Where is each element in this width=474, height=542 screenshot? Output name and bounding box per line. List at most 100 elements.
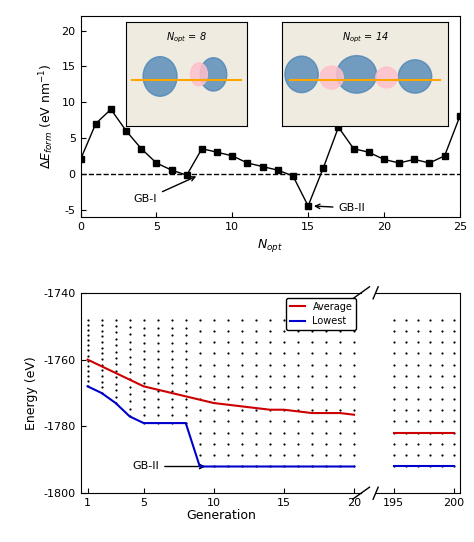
Point (390, 326, 398, 335)
Point (126, 367, 134, 376)
Point (112, 392, 119, 401)
Point (112, 347, 119, 356)
Point (266, 428, 273, 437)
Point (84, 320, 91, 329)
Point (450, 315, 457, 324)
Point (294, 315, 302, 324)
Point (126, 352, 134, 361)
Point (308, 440, 316, 448)
Point (224, 428, 232, 437)
Point (154, 403, 162, 411)
Point (266, 417, 273, 425)
Point (350, 462, 358, 471)
Point (414, 405, 421, 414)
Point (350, 338, 358, 346)
Point (168, 419, 175, 428)
Point (390, 349, 398, 358)
Point (450, 395, 457, 403)
Point (280, 451, 288, 460)
Point (402, 417, 410, 425)
Point (126, 338, 134, 346)
Point (426, 315, 434, 324)
Point (308, 372, 316, 380)
Point (266, 372, 273, 380)
Point (350, 451, 358, 460)
Point (238, 428, 246, 437)
Point (196, 360, 203, 369)
Point (224, 440, 232, 448)
Point (126, 382, 134, 391)
Point (336, 349, 344, 358)
Point (112, 399, 119, 408)
Point (168, 371, 175, 379)
Point (308, 383, 316, 392)
Point (168, 323, 175, 332)
Point (266, 360, 273, 369)
Point (168, 355, 175, 364)
Point (266, 315, 273, 324)
Point (450, 417, 457, 425)
Point (438, 338, 446, 346)
Point (438, 451, 446, 460)
Point (336, 360, 344, 369)
Point (402, 451, 410, 460)
Point (266, 326, 273, 335)
Legend: Average, Lowest: Average, Lowest (286, 298, 356, 330)
Point (350, 417, 358, 425)
Point (390, 360, 398, 369)
Point (294, 372, 302, 380)
Point (322, 405, 330, 414)
Point (426, 462, 434, 471)
Point (350, 428, 358, 437)
Point (426, 372, 434, 380)
Point (238, 462, 246, 471)
Point (390, 428, 398, 437)
Point (322, 360, 330, 369)
Point (322, 315, 330, 324)
Point (280, 315, 288, 324)
Point (182, 315, 190, 324)
Point (414, 349, 421, 358)
Point (426, 428, 434, 437)
Point (438, 428, 446, 437)
Point (322, 372, 330, 380)
Point (336, 428, 344, 437)
Point (438, 372, 446, 380)
Point (126, 405, 134, 414)
Point (126, 412, 134, 421)
Point (414, 462, 421, 471)
Point (350, 405, 358, 414)
Point (350, 360, 358, 369)
Point (112, 354, 119, 363)
Text: GB-II: GB-II (316, 203, 365, 213)
Point (168, 331, 175, 340)
Point (168, 339, 175, 348)
X-axis label: Generation: Generation (186, 509, 256, 522)
Point (84, 377, 91, 385)
Point (426, 405, 434, 414)
Point (266, 462, 273, 471)
Point (252, 451, 260, 460)
Point (390, 417, 398, 425)
Point (308, 462, 316, 471)
Point (140, 387, 147, 396)
Point (438, 395, 446, 403)
Point (126, 330, 134, 339)
Point (294, 405, 302, 414)
Point (390, 462, 398, 471)
Point (84, 346, 91, 354)
Point (210, 440, 218, 448)
Point (450, 383, 457, 392)
Point (266, 349, 273, 358)
Point (308, 405, 316, 414)
Point (196, 440, 203, 448)
Y-axis label: $\Delta E_{form}$ (eV nm$^{-1}$): $\Delta E_{form}$ (eV nm$^{-1}$) (37, 63, 56, 169)
Point (438, 405, 446, 414)
Point (402, 338, 410, 346)
Point (84, 372, 91, 380)
Point (308, 428, 316, 437)
Point (210, 417, 218, 425)
Point (252, 462, 260, 471)
Point (210, 372, 218, 380)
Point (182, 323, 190, 332)
